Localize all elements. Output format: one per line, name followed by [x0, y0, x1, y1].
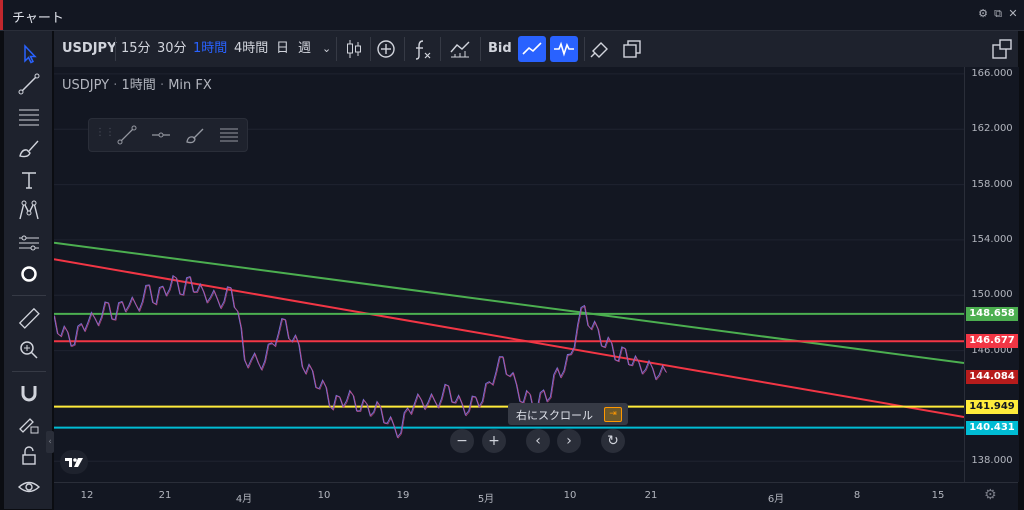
legend-interval: 1時間 — [121, 78, 156, 93]
toolbar-divider — [584, 37, 585, 61]
chart-settings-icon[interactable]: ⚙ — [984, 487, 997, 503]
zoom-out-button[interactable]: − — [450, 429, 474, 453]
floating-drawing-panel: ⋮⋮ — [88, 118, 248, 152]
titlebar-accent — [0, 0, 3, 30]
interval-week[interactable]: 週 — [298, 41, 312, 56]
compare-icon[interactable] — [448, 37, 472, 61]
pulse-active-icon[interactable] — [550, 36, 578, 62]
time-axis[interactable]: 12 21 4月 10 19 5月 10 21 6月 8 15 ⚙ — [54, 482, 1018, 510]
ruler-icon[interactable] — [16, 305, 42, 331]
lock-icon[interactable] — [16, 443, 42, 469]
interval-day[interactable]: 日 — [276, 41, 290, 56]
tools-divider — [12, 371, 46, 372]
price-tick: 158.000 — [971, 178, 1013, 190]
interval-dropdown-icon[interactable]: ⌄ — [322, 42, 332, 55]
drag-handle-icon[interactable]: ⋮⋮ — [95, 127, 115, 138]
chart-legend: USDJPY · 1時間 · Min FX — [62, 78, 212, 93]
zoom-in-button[interactable]: + — [482, 429, 506, 453]
brush-icon[interactable] — [183, 123, 207, 147]
candles-icon[interactable] — [342, 37, 366, 61]
settings-icon[interactable]: ⚙ — [978, 7, 988, 20]
fib-icon[interactable] — [16, 103, 42, 129]
collapse-toolbar-icon[interactable]: ‹ — [46, 431, 54, 453]
layers-icon[interactable] — [620, 37, 644, 61]
time-tick: 21 — [158, 490, 172, 501]
toolbar-divider — [115, 37, 116, 61]
scroll-right-button[interactable]: › — [557, 429, 581, 453]
interval-1h[interactable]: 1時間 — [193, 41, 228, 56]
popout-icon[interactable]: ⧉ — [994, 7, 1002, 20]
price-label: 146.677 — [966, 334, 1018, 349]
price-series-shadow — [54, 276, 668, 439]
toolbar-divider — [440, 37, 441, 61]
scroll-left-button[interactable]: ‹ — [526, 429, 550, 453]
interval-30m[interactable]: 30分 — [157, 41, 187, 56]
time-tick: 15 — [931, 490, 945, 501]
symbol-button[interactable]: USDJPY — [62, 41, 117, 56]
time-tick: 19 — [396, 490, 410, 501]
price-label: 140.431 — [966, 420, 1018, 435]
legend-symbol: USDJPY — [62, 78, 110, 93]
brush-icon[interactable] — [588, 37, 612, 61]
toolbar-divider — [370, 37, 371, 61]
trendline-red[interactable] — [54, 258, 964, 418]
brush-icon[interactable] — [16, 135, 42, 161]
toolbar-divider — [336, 37, 337, 61]
scroll-right-tooltip[interactable]: 右にスクロール ⇥ — [508, 403, 628, 425]
text-icon[interactable] — [16, 167, 42, 193]
add-indicator-icon[interactable] — [374, 37, 398, 61]
drawing-toolbar: ‹ — [4, 31, 54, 509]
eye-icon[interactable] — [16, 474, 42, 500]
toolbar-divider — [404, 37, 405, 61]
price-label: 148.658 — [966, 306, 1018, 321]
trendline-active-icon[interactable] — [518, 36, 546, 62]
circle-icon[interactable] — [16, 261, 42, 287]
time-tick: 12 — [80, 490, 94, 501]
price-label: 144.084 — [966, 370, 1018, 385]
scroll-right-label: 右にスクロール — [516, 409, 593, 422]
tradingview-logo[interactable] — [60, 450, 88, 474]
forecast-icon[interactable] — [16, 230, 42, 256]
close-icon[interactable]: ✕ — [1008, 7, 1018, 20]
price-series-line — [54, 274, 667, 439]
price-tick: 150.000 — [971, 289, 1013, 301]
window-title: チャート — [12, 11, 64, 26]
legend-source: Min FX — [168, 78, 212, 93]
price-axis[interactable]: 166.000 162.000 158.000 154.000 150.000 146.0… — [964, 67, 1019, 482]
time-tick: 6月 — [767, 494, 785, 505]
horizontal-line-icon[interactable] — [149, 123, 173, 147]
trendline-icon[interactable] — [115, 123, 139, 147]
price-type-button[interactable]: Bid — [488, 41, 512, 56]
time-tick: 21 — [644, 490, 658, 501]
price-tick: 162.000 — [971, 123, 1013, 135]
time-tick: 8 — [853, 490, 861, 501]
zoom-icon[interactable] — [16, 337, 42, 363]
trendline-green[interactable] — [54, 241, 964, 365]
time-tick: 10 — [317, 490, 331, 501]
layout-icon[interactable] — [990, 37, 1014, 61]
time-tick: 10 — [563, 490, 577, 501]
chart-toolbar: USDJPY 15分 30分 1時間 4時間 日 週 ⌄ Bid — [54, 31, 1018, 68]
cursor-icon[interactable] — [16, 41, 42, 67]
interval-15m[interactable]: 15分 — [121, 41, 151, 56]
trendline-icon[interactable] — [16, 71, 42, 97]
price-label: 141.949 — [966, 399, 1018, 414]
time-tick: 4月 — [235, 494, 253, 505]
scroll-right-icon[interactable]: ⇥ — [604, 407, 622, 422]
fib-icon[interactable] — [217, 123, 241, 147]
lock-drawing-icon[interactable] — [16, 411, 42, 437]
price-tick: 138.000 — [971, 455, 1013, 467]
fx-icon[interactable] — [410, 37, 434, 61]
price-tick: 146.000 — [971, 344, 1013, 356]
time-tick: 5月 — [477, 494, 495, 505]
magnet-icon[interactable] — [16, 380, 42, 406]
price-tick: 166.000 — [971, 67, 1013, 79]
toolbar-divider — [480, 37, 481, 61]
tools-divider — [12, 295, 46, 296]
price-tick: 154.000 — [971, 233, 1013, 245]
window-titlebar: チャート ⚙ ⧉ ✕ — [0, 0, 1024, 31]
reset-chart-button[interactable]: ↻ — [601, 429, 625, 453]
pattern-icon[interactable] — [16, 198, 42, 224]
interval-4h[interactable]: 4時間 — [234, 41, 269, 56]
